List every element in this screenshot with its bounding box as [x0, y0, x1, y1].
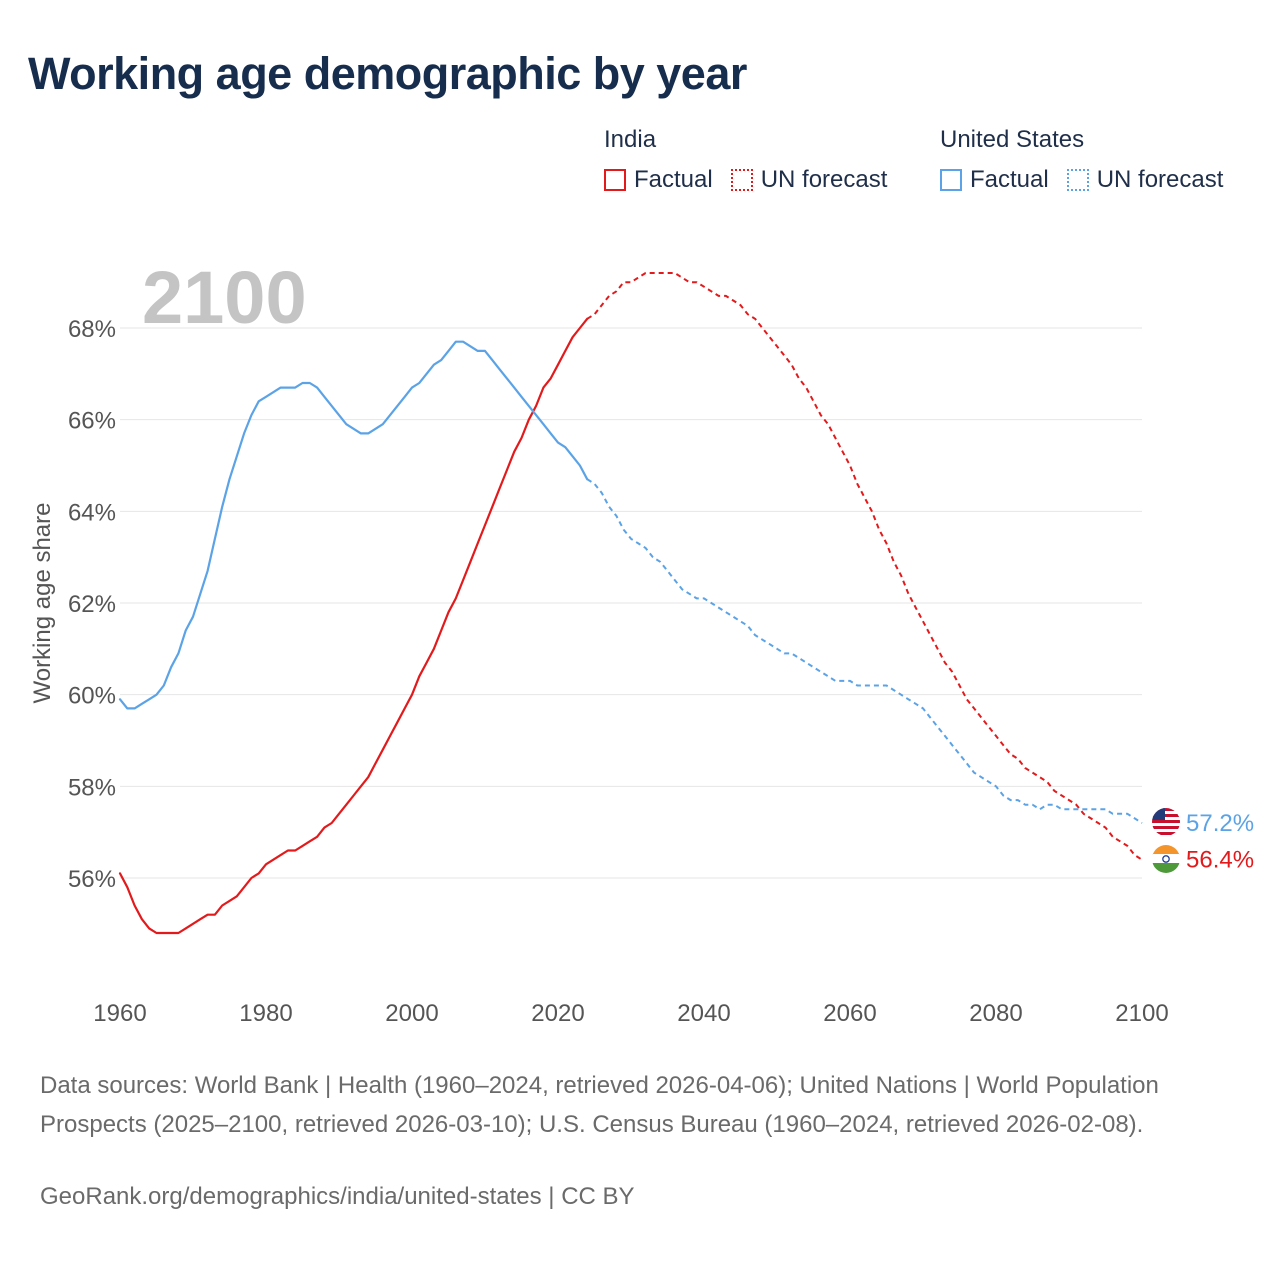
- legend-usa-forecast-swatch: [1066, 169, 1089, 191]
- end-labels: 56.4% 57.2%: [1186, 810, 1254, 874]
- y-axis-label: Working age share: [29, 503, 56, 704]
- y-tick-label-62: 62%: [68, 591, 116, 618]
- india-end-value: 56.4%: [1186, 847, 1254, 874]
- year-watermark: 2100: [142, 256, 307, 339]
- legend-usa-forecast-label: UN forecast: [1096, 166, 1224, 193]
- india-forecast-line: [586, 272, 1143, 861]
- y-tick-label-60: 60%: [68, 683, 116, 710]
- line-chart: 2100 56% 58% 60% 62% 64% 66% 68% 1960 1980 2000 2…: [29, 256, 1254, 1027]
- series-lines: [118, 272, 1143, 935]
- x-tick-label-2080: 2080: [969, 1000, 1022, 1027]
- legend-usa-title: United States: [940, 126, 1085, 153]
- legend-india-factual[interactable]: Factual: [604, 166, 713, 194]
- y-tick-label-66: 66%: [68, 408, 116, 435]
- legend-india-title: India: [604, 126, 657, 153]
- usa-forecast-line: [586, 478, 1143, 824]
- x-tick-label-1980: 1980: [239, 1000, 292, 1027]
- legend-usa-factual-label: Factual: [970, 166, 1049, 193]
- x-tick-label-2000: 2000: [385, 1000, 438, 1027]
- legend-india-forecast-swatch: [730, 169, 753, 191]
- legend-group-india: India Factual UN forecast: [604, 124, 905, 194]
- legend-india-factual-swatch: [604, 169, 626, 191]
- x-tick-label-1960: 1960: [93, 1000, 146, 1027]
- usa-end-value: 57.2%: [1186, 810, 1254, 837]
- legend-india-forecast[interactable]: UN forecast: [730, 166, 888, 194]
- y-tick-label-68: 68%: [68, 316, 116, 343]
- legend-india-forecast-label: UN forecast: [760, 166, 888, 193]
- legend-group-usa: United States Factual UN forecast: [940, 124, 1223, 194]
- x-tick-label-2040: 2040: [677, 1000, 730, 1027]
- y-tick-label-56: 56%: [68, 866, 116, 893]
- data-sources: Data sources: World Bank | Health (1960–…: [40, 1072, 1159, 1138]
- x-tick-label-2060: 2060: [823, 1000, 876, 1027]
- y-axis-ticks: 56% 58% 60% 62% 64% 66% 68%: [68, 316, 116, 893]
- gridlines: [120, 327, 1142, 879]
- legend-usa-forecast[interactable]: UN forecast: [1066, 166, 1224, 194]
- legend-india-factual-label: Factual: [634, 166, 713, 193]
- x-tick-label-2100: 2100: [1115, 1000, 1168, 1027]
- legend-usa-factual-swatch: [940, 169, 962, 191]
- india-flag-icon: [1152, 845, 1180, 873]
- india-factual-line: [118, 317, 589, 935]
- usa-factual-line: [118, 340, 589, 710]
- chart-title: Working age demographic by year: [28, 48, 747, 99]
- y-tick-label-58: 58%: [68, 774, 116, 801]
- usa-flag-icon: [1152, 808, 1180, 836]
- credit-link[interactable]: GeoRank.org/demographics/india/united-st…: [40, 1183, 635, 1210]
- x-axis-ticks: 1960 1980 2000 2020 2040 2060 2080 2100: [93, 1000, 1168, 1027]
- legend-usa-factual[interactable]: Factual: [940, 166, 1049, 194]
- y-tick-label-64: 64%: [68, 499, 116, 526]
- x-tick-label-2020: 2020: [531, 1000, 584, 1027]
